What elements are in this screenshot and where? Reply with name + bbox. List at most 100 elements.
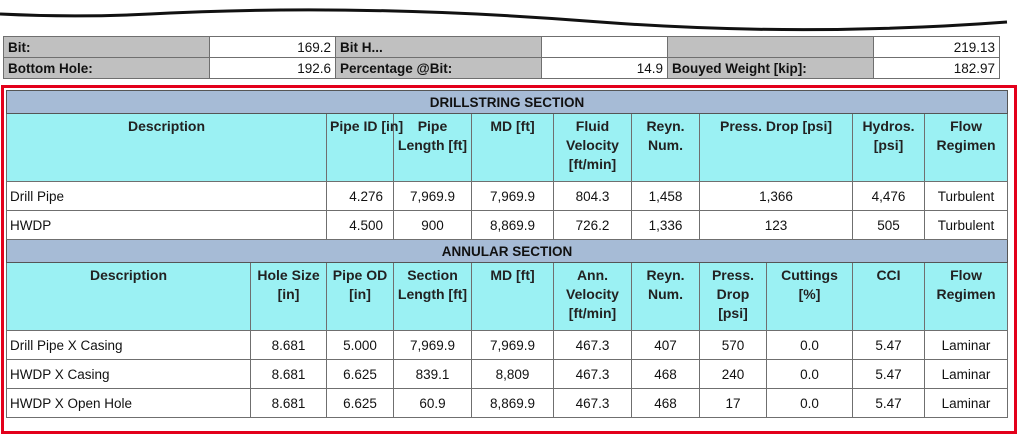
cell: 407 [631,330,700,360]
col-header-press-drop: Press. Drop [psi] [699,262,767,331]
summary-row: Bottom Hole: 192.6 Percentage @Bit: 14.9… [3,57,1000,79]
cell: 8,869.9 [471,210,554,240]
bouyed-weight-label: Bouyed Weight [kip]: [667,57,874,79]
cell: 7,969.9 [471,181,554,211]
cell: 6.625 [326,359,394,389]
percentage-bit-value: 14.9 [541,57,668,79]
drillstring-section-header: DRILLSTRING SECTION [5,90,1009,114]
cell: 467.3 [553,388,632,418]
bit-label: Bit: [3,36,210,58]
bottom-hole-value: 192.6 [209,57,336,79]
cell: Turbulent [923,210,1009,240]
cell: 5.47 [852,388,925,418]
col-header-fluid-velocity: Fluid Velocity [ft/min] [553,113,632,182]
cell: 4.276 [326,181,394,211]
col-header-description: Description [6,262,251,331]
col-header-pipe-id: Pipe ID [in] [326,113,403,182]
cell: 7,969.9 [471,330,554,360]
row-description: Drill Pipe X Casing [6,330,251,360]
cell: 8.681 [250,388,327,418]
cell: 804.3 [553,181,632,211]
col3-label [667,36,874,58]
cell: 839.1 [393,359,472,389]
col-header-pipe-od: Pipe OD [in] [326,262,394,331]
cell: 8.681 [250,359,327,389]
cell: 7,969.9 [393,181,472,211]
cell: Laminar [923,359,1009,389]
cell: 4.500 [326,210,394,240]
cell: 8.681 [250,330,327,360]
highlight-frame [1,85,1017,434]
cell: 4,476 [852,181,925,211]
cell: 7,969.9 [393,330,472,360]
summary-row: Bit: 169.2 Bit H... 219.13 [3,36,1000,58]
cell: 1,336 [631,210,700,240]
row-description: Drill Pipe [6,181,327,211]
cell: 0.0 [766,330,853,360]
col-header-press-drop: Press. Drop [psi] [699,113,853,182]
bit-hydraulics-value [541,36,668,58]
summary-table: Bit: 169.2 Bit H... 219.13 Bottom Hole: … [3,36,1000,79]
bouyed-weight-value: 182.97 [873,57,1000,79]
cell: 900 [393,210,472,240]
cell: 17 [699,388,767,418]
hydraulics-table: DRILLSTRING SECTION Description Pipe ID … [5,90,1009,418]
annular-title: ANNULAR SECTION [5,239,1009,263]
cell: 468 [631,388,700,418]
col-header-hydros: Hydros. [psi] [852,113,925,182]
percentage-bit-label: Percentage @Bit: [335,57,542,79]
cell: 505 [852,210,925,240]
table-row: HWDP X Open Hole 8.681 6.625 60.9 8,869.… [6,388,1009,418]
cell: 467.3 [553,330,632,360]
col-header-hole-size: Hole Size [in] [250,262,327,331]
row-description: HWDP X Casing [6,359,251,389]
drillstring-column-headers: Description Pipe ID [in] Pipe Length [ft… [6,113,1009,182]
col-header-md: MD [ft] [471,262,554,331]
col-header-cci: CCI [852,262,925,331]
col-header-reyn-num: Reyn. Num. [631,262,700,331]
table-row: HWDP 4.500 900 8,869.9 726.2 1,336 123 5… [6,210,1009,240]
cell: 467.3 [553,359,632,389]
col-header-md: MD [ft] [471,113,554,182]
cell: Turbulent [923,181,1009,211]
cell: 468 [631,359,700,389]
row-description: HWDP [6,210,327,240]
row-description: HWDP X Open Hole [6,388,251,418]
cell: 60.9 [393,388,472,418]
table-row: HWDP X Casing 8.681 6.625 839.1 8,809 46… [6,359,1009,389]
col-header-description: Description [6,113,327,182]
cell: 5.47 [852,330,925,360]
cell: Laminar [923,388,1009,418]
col-header-flow-regimen: Flow Regimen [923,262,1009,331]
cell: 5.47 [852,359,925,389]
table-row: Drill Pipe 4.276 7,969.9 7,969.9 804.3 1… [6,181,1009,211]
annular-section-header: ANNULAR SECTION [5,239,1009,263]
cell: 0.0 [766,388,853,418]
cell: 0.0 [766,359,853,389]
col-header-pipe-length: Pipe Length [ft] [393,113,472,182]
col-header-cuttings: Cuttings [%] [766,262,853,331]
cell: 240 [699,359,767,389]
col-header-flow-regimen: Flow Regimen [923,113,1009,182]
bit-hydraulics-label: Bit H... [335,36,542,58]
col-header-ann-velocity: Ann. Velocity [ft/min] [553,262,632,331]
cell: Laminar [923,330,1009,360]
bottom-hole-label: Bottom Hole: [3,57,210,79]
cell: 726.2 [553,210,632,240]
col-header-section-length: Section Length [ft] [393,262,472,331]
cell: 8,869.9 [471,388,554,418]
cell: 1,458 [631,181,700,211]
col-header-reyn-num: Reyn. Num. [631,113,700,182]
cell: 6.625 [326,388,394,418]
cell: 1,366 [699,181,853,211]
drillstring-title: DRILLSTRING SECTION [5,90,1009,114]
annular-column-headers: Description Hole Size [in] Pipe OD [in] … [6,262,1009,331]
cell: 8,809 [471,359,554,389]
cell: 5.000 [326,330,394,360]
table-row: Drill Pipe X Casing 8.681 5.000 7,969.9 … [6,330,1009,360]
cell: 570 [699,330,767,360]
cell: 123 [699,210,853,240]
bit-value: 169.2 [209,36,336,58]
torn-edge-decoration [0,0,1024,32]
col3-value: 219.13 [873,36,1000,58]
